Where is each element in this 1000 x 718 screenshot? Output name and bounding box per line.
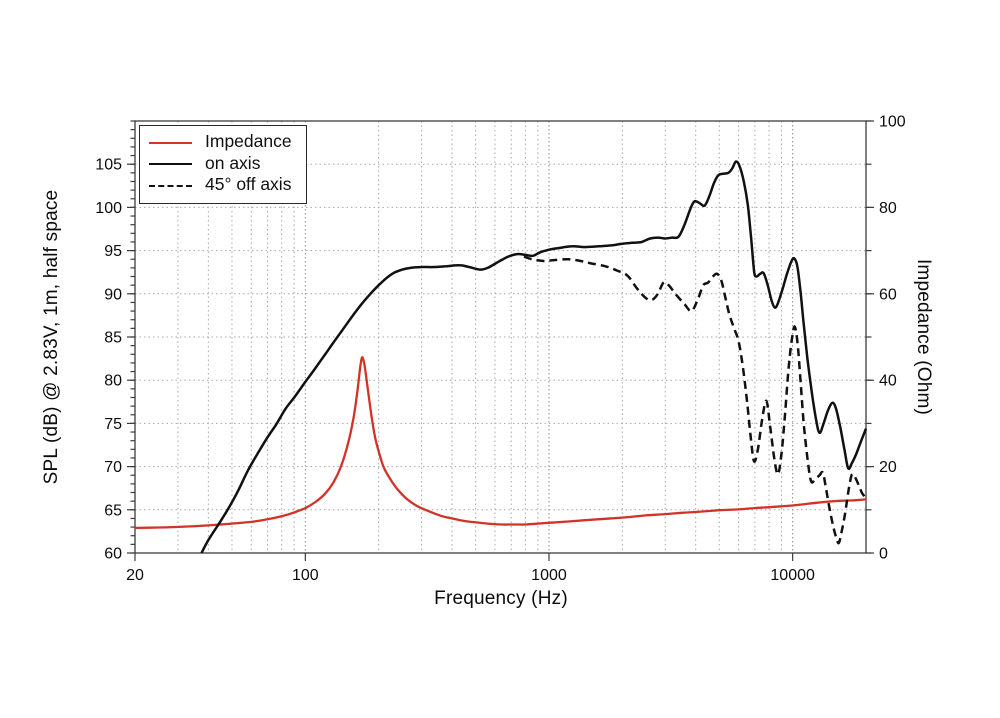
axis-ticks (127, 120, 874, 561)
on-axis-curve (200, 160, 867, 554)
y-right-tick-label: 20 (879, 459, 897, 476)
off-axis-curve (523, 255, 867, 545)
y-left-tick-label: 75 (104, 416, 122, 433)
y-left-tick-label: 65 (104, 502, 122, 519)
y-left-axis-title: SPL (dB) @ 2.83V, 1m, half space (41, 189, 62, 485)
legend-item-on-axis: on axis (149, 154, 292, 176)
y-left-tick-label: 60 (104, 546, 122, 563)
y-left-tick-label: 85 (104, 330, 122, 347)
y-right-tick-label: 60 (879, 286, 897, 303)
y-right-axis-title: Impedance (Ohm) (913, 258, 934, 416)
y-left-tick-label: 90 (104, 286, 122, 303)
y-left-tick-label: 100 (95, 200, 122, 217)
axis-tick-labels: 60 65 70 75 80 85 90 95 100 105 0 20 40 60 80 100 20 100 1… (95, 114, 906, 585)
impedance-curve (134, 356, 867, 530)
legend: Impedance on axis 45° off axis (139, 125, 307, 204)
y-left-tick-label: 105 (95, 157, 122, 174)
y-left-tick-label: 70 (104, 459, 122, 476)
legend-label: 45° off axis (205, 174, 292, 194)
curves (134, 160, 867, 554)
impedance-line-swatch (149, 141, 192, 144)
x-axis-title: Frequency (Hz) (434, 588, 568, 609)
x-tick-label: 100 (292, 567, 319, 584)
y-right-tick-label: 100 (879, 114, 906, 131)
y-left-tick-label: 80 (104, 373, 122, 390)
legend-item-impedance: Impedance (149, 132, 292, 154)
y-right-tick-label: 0 (879, 546, 888, 563)
legend-label: on axis (205, 152, 261, 173)
y-right-tick-label: 80 (879, 200, 897, 217)
on-axis-line-swatch (149, 163, 192, 166)
x-tick-label: 1000 (531, 567, 567, 584)
off-axis-line-swatch (149, 184, 192, 187)
y-left-tick-label: 95 (104, 243, 122, 260)
legend-label: Impedance (205, 131, 292, 151)
x-tick-label: 20 (126, 567, 144, 584)
x-tick-label: 10000 (770, 567, 815, 584)
legend-item-off-axis: 45° off axis (149, 175, 292, 197)
y-right-tick-label: 40 (879, 373, 897, 390)
